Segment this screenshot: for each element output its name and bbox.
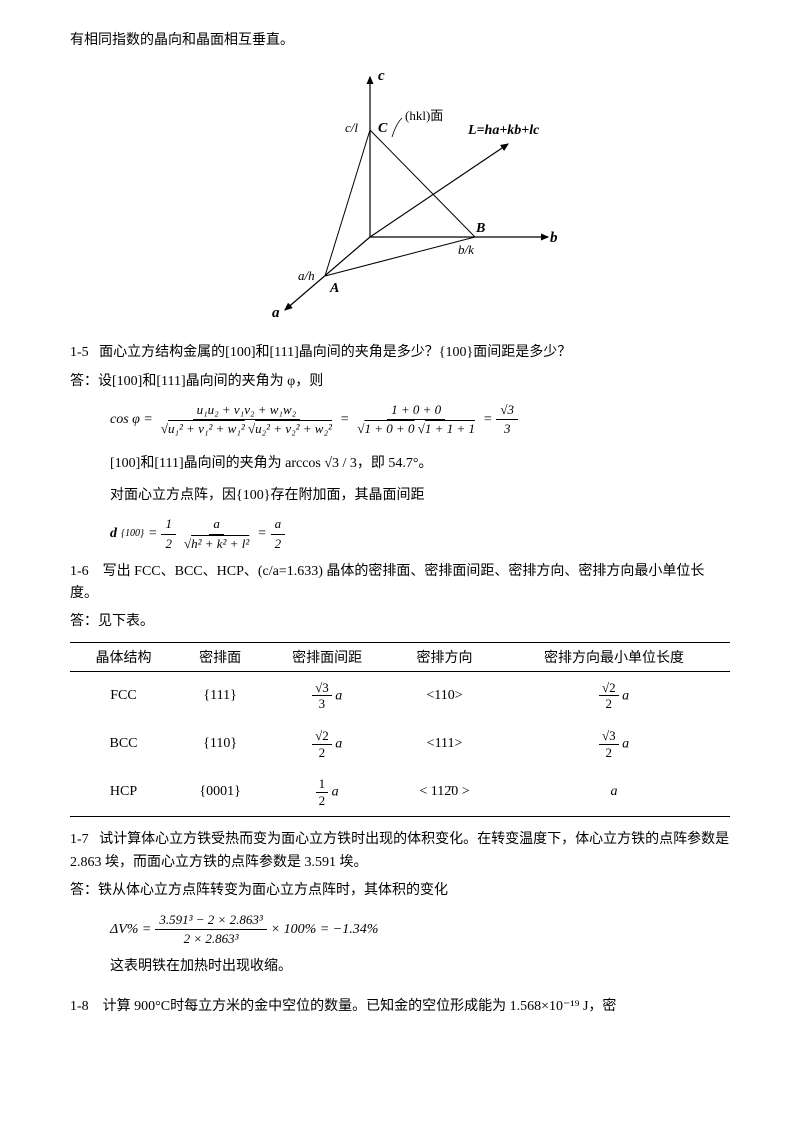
- label-ah: a/h: [298, 268, 315, 283]
- th-structure: 晶体结构: [70, 642, 177, 671]
- point-A: A: [329, 281, 339, 296]
- table-row: HCP{0001}12 a< 112̄0 >a: [70, 768, 730, 817]
- axis-a-label: a: [272, 305, 280, 321]
- th-direction: 密排方向: [391, 642, 498, 671]
- cell-structure: BCC: [70, 720, 177, 768]
- cell-direction: <111>: [391, 720, 498, 768]
- q15-question: 面心立方结构金属的[100]和[111]晶向间的夹角是多少？{100}面间距是多…: [99, 345, 571, 360]
- point-C: C: [378, 121, 388, 136]
- table-header-row: 晶体结构 密排面 密排面间距 密排方向 密排方向最小单位长度: [70, 642, 730, 671]
- q18-block: 1-8 计算 900°C时每立方米的金中空位的数量。已知金的空位形成能为 1.5…: [70, 996, 730, 1018]
- cell-plane: {111}: [177, 671, 263, 720]
- q17-number: 1-7: [70, 832, 89, 847]
- crystal-table: 晶体结构 密排面 密排面间距 密排方向 密排方向最小单位长度 FCC{111}√…: [70, 642, 730, 818]
- th-spacing: 密排面间距: [263, 642, 391, 671]
- th-length: 密排方向最小单位长度: [498, 642, 730, 671]
- q17-conclusion: 这表明铁在加热时出现收缩。: [70, 956, 730, 978]
- cell-direction: < 112̄0 >: [391, 768, 498, 817]
- q15-conclusion1: [100]和[111]晶向间的夹角为 arccos √3 / 3，即 54.7°…: [70, 453, 730, 475]
- cell-direction: <110>: [391, 671, 498, 720]
- crystallographic-figure: c b a L=ha+kb+lc A B C a/h b/k c/l (hkl)…: [70, 62, 730, 322]
- q15-block: 1-5 面心立方结构金属的[100]和[111]晶向间的夹角是多少？{100}面…: [70, 342, 730, 364]
- axis-b-label: b: [550, 230, 558, 246]
- figure-svg: c b a L=ha+kb+lc A B C a/h b/k c/l (hkl)…: [230, 62, 570, 322]
- cell-spacing: 12 a: [263, 768, 391, 817]
- q15-number: 1-5: [70, 345, 89, 360]
- q17-dv-formula: ΔV% = 3.591³ − 2 × 2.863³ 2 × 2.863³ × 1…: [110, 911, 730, 948]
- q18-question: 计算 900°C时每立方米的金中空位的数量。已知金的空位形成能为 1.568×1…: [103, 999, 617, 1014]
- cell-length: a: [498, 768, 730, 817]
- q17-answer-prefix: 答：铁从体心立方点阵转变为面心立方点阵时，其体积的变化: [70, 880, 730, 902]
- table-row: FCC{111}√33 a<110>√22 a: [70, 671, 730, 720]
- cell-plane: {0001}: [177, 768, 263, 817]
- label-bk: b/k: [458, 242, 474, 257]
- q15-d-formula: d{100} = 12 a √h² + k² + l² = a2: [110, 515, 730, 552]
- intro-text: 有相同指数的晶向和晶面相互垂直。: [70, 30, 730, 52]
- th-plane: 密排面: [177, 642, 263, 671]
- cell-length: √32 a: [498, 720, 730, 768]
- axis-c-label: c: [378, 68, 385, 84]
- q16-answer-prefix: 答：见下表。: [70, 611, 730, 633]
- cell-spacing: √33 a: [263, 671, 391, 720]
- vector-label: L=ha+kb+lc: [467, 123, 540, 138]
- q15-answer-prefix: 答：设[100]和[111]晶向间的夹角为 φ，则: [70, 371, 730, 393]
- cell-plane: {110}: [177, 720, 263, 768]
- q15-cos-formula: cos φ = u₁u₂ + v₁v₂ + w₁w₂ √u₁² + v₁² + …: [110, 401, 730, 438]
- q16-block: 1-6 写出 FCC、BCC、HCP、(c/a=1.633) 晶体的密排面、密排…: [70, 561, 730, 606]
- table-row: BCC{110}√22 a<111>√32 a: [70, 720, 730, 768]
- point-B: B: [475, 221, 485, 236]
- q17-question: 试计算体心立方铁受热而变为面心立方铁时出现的体积变化。在转变温度下，体心立方铁的…: [70, 832, 729, 869]
- cell-length: √22 a: [498, 671, 730, 720]
- q16-question: 写出 FCC、BCC、HCP、(c/a=1.633) 晶体的密排面、密排面间距、…: [70, 564, 704, 601]
- plane-label: (hkl)面: [405, 108, 443, 123]
- cell-structure: FCC: [70, 671, 177, 720]
- q16-number: 1-6: [70, 564, 89, 579]
- q15-conclusion2: 对面心立方点阵，因{100}存在附加面，其晶面间距: [70, 485, 730, 507]
- cell-structure: HCP: [70, 768, 177, 817]
- label-cl: c/l: [345, 120, 358, 135]
- q17-block: 1-7 试计算体心立方铁受热而变为面心立方铁时出现的体积变化。在转变温度下，体心…: [70, 829, 730, 874]
- q18-number: 1-8: [70, 999, 89, 1014]
- cell-spacing: √22 a: [263, 720, 391, 768]
